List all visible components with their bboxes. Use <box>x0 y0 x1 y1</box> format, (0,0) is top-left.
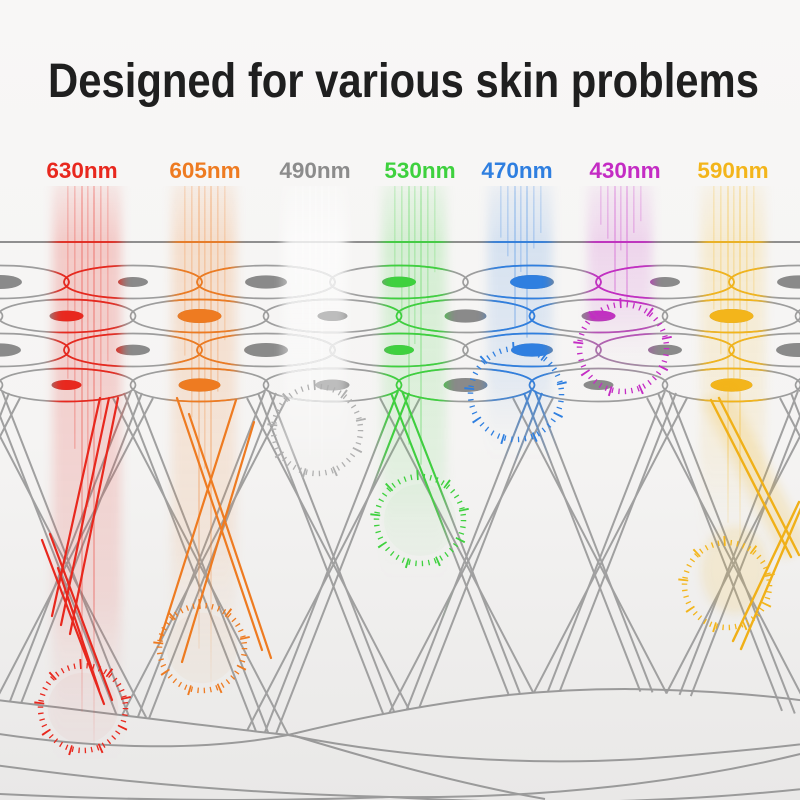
svg-text:530nm: 530nm <box>384 158 455 183</box>
svg-text:590nm: 590nm <box>697 158 768 183</box>
svg-text:470nm: 470nm <box>481 158 552 183</box>
svg-text:605nm: 605nm <box>169 158 240 183</box>
svg-text:Designed for various skin prob: Designed for various skin problems <box>48 55 759 108</box>
svg-text:490nm: 490nm <box>279 158 350 183</box>
svg-text:630nm: 630nm <box>46 158 117 183</box>
svg-text:430nm: 430nm <box>589 158 660 183</box>
